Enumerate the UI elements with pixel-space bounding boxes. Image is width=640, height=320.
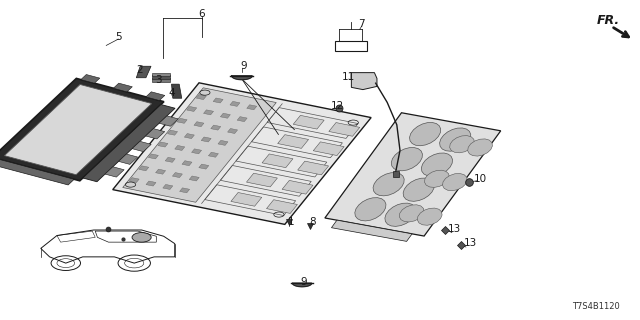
Polygon shape [228,129,237,133]
Polygon shape [332,220,412,241]
Polygon shape [152,73,170,76]
Polygon shape [152,75,170,79]
Polygon shape [247,105,257,110]
Polygon shape [373,172,404,196]
Polygon shape [237,116,247,122]
Polygon shape [172,84,182,98]
Polygon shape [156,169,166,174]
Polygon shape [246,173,277,187]
Polygon shape [168,130,177,135]
Polygon shape [292,283,312,287]
Polygon shape [180,188,189,193]
Polygon shape [158,142,168,147]
Polygon shape [403,178,435,201]
Polygon shape [159,116,179,126]
Text: 1: 1 [288,217,294,228]
Text: 5: 5 [115,32,122,42]
Polygon shape [113,83,371,224]
Polygon shape [385,203,416,226]
Polygon shape [201,137,211,142]
Text: 8: 8 [309,217,316,228]
Polygon shape [351,73,377,90]
Polygon shape [191,149,202,154]
Polygon shape [231,193,262,206]
Polygon shape [175,146,185,150]
Polygon shape [182,161,192,166]
Polygon shape [355,198,386,221]
Polygon shape [148,154,158,159]
Polygon shape [146,181,156,186]
Text: FR.: FR. [597,14,620,27]
Polygon shape [194,122,204,127]
Polygon shape [399,205,424,222]
Polygon shape [468,139,492,156]
Polygon shape [118,154,138,164]
Text: 6: 6 [198,9,205,20]
Polygon shape [196,95,206,100]
Polygon shape [113,83,132,92]
Polygon shape [266,200,298,213]
Polygon shape [442,173,467,191]
Polygon shape [424,170,449,188]
Polygon shape [187,107,196,111]
Polygon shape [0,78,164,181]
Text: 9: 9 [240,60,246,71]
Polygon shape [298,161,328,175]
Polygon shape [325,113,500,236]
Polygon shape [199,164,209,169]
Polygon shape [177,118,187,123]
Polygon shape [189,176,199,181]
Polygon shape [152,78,170,82]
Polygon shape [83,105,175,182]
Polygon shape [0,159,74,185]
Polygon shape [81,75,100,83]
Polygon shape [146,129,164,139]
Polygon shape [139,166,148,171]
Polygon shape [450,136,474,153]
Polygon shape [165,157,175,162]
Polygon shape [262,154,293,168]
Polygon shape [132,141,151,152]
Text: 9: 9 [301,276,307,287]
Polygon shape [391,148,422,171]
Polygon shape [136,66,151,78]
Circle shape [132,233,151,242]
Polygon shape [184,133,195,139]
Polygon shape [329,123,360,136]
Text: T7S4B1120: T7S4B1120 [572,302,620,311]
Text: 7: 7 [358,19,365,29]
Text: 3: 3 [156,75,162,85]
Text: 11: 11 [342,72,355,82]
Polygon shape [282,180,313,194]
Polygon shape [123,88,276,202]
Text: 4: 4 [168,88,175,98]
Polygon shape [4,84,152,175]
Polygon shape [278,135,308,148]
Text: 10: 10 [474,174,486,184]
Polygon shape [313,142,344,156]
Polygon shape [209,152,218,157]
Polygon shape [230,101,240,106]
Polygon shape [440,128,471,151]
Text: 12: 12 [331,100,344,111]
Polygon shape [417,208,442,225]
Polygon shape [172,172,182,178]
Text: 13: 13 [448,224,461,234]
Polygon shape [421,153,452,176]
Polygon shape [220,113,230,118]
Polygon shape [129,178,139,183]
Text: 2: 2 [136,65,143,76]
Polygon shape [213,98,223,103]
Polygon shape [105,167,124,177]
Polygon shape [232,76,252,80]
Polygon shape [410,123,441,146]
Polygon shape [204,110,214,115]
Polygon shape [218,140,228,145]
Polygon shape [163,184,173,189]
Text: 13: 13 [464,238,477,248]
Polygon shape [146,92,165,100]
Polygon shape [293,116,324,129]
Polygon shape [211,125,221,130]
